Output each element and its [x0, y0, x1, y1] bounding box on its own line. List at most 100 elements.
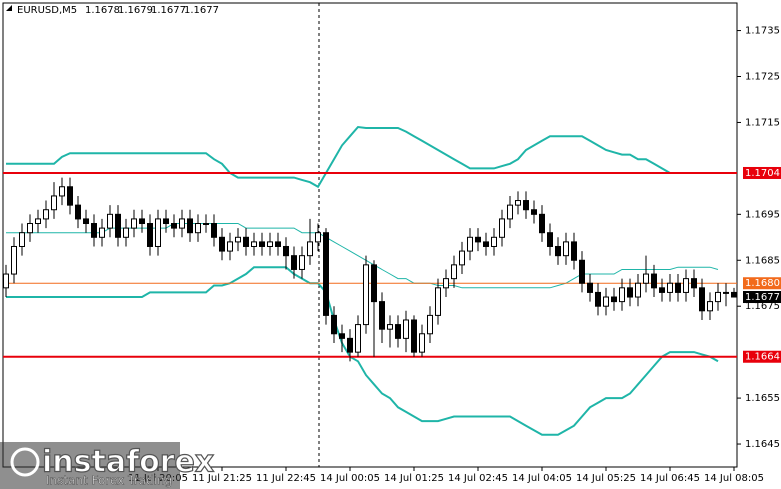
- candle-body: [115, 213, 121, 238]
- level-label: 1.1704: [745, 168, 780, 179]
- candle-body: [195, 223, 201, 234]
- candle-body: [99, 227, 105, 238]
- candle-body: [315, 232, 321, 243]
- candle-body: [19, 232, 25, 247]
- candle-body: [283, 245, 289, 257]
- y-tick-label: 1.1675: [745, 301, 780, 312]
- candle-body: [635, 282, 641, 298]
- candle-body: [651, 273, 657, 289]
- candle-body: [563, 241, 569, 257]
- candle-body: [531, 209, 537, 215]
- candle-body: [219, 236, 225, 252]
- candle-body: [227, 241, 233, 252]
- candle-body: [355, 324, 361, 353]
- candle-body: [427, 314, 433, 335]
- header-low: 1.1677: [151, 5, 186, 16]
- candle-body: [323, 232, 329, 316]
- y-tick-label: 1.1725: [745, 72, 780, 83]
- candle-body: [243, 236, 249, 247]
- header-open: 1.1678: [85, 5, 120, 16]
- y-tick-label: 1.1735: [745, 26, 780, 37]
- candle-body: [347, 337, 353, 353]
- candle-body: [291, 255, 297, 270]
- candle-body: [187, 218, 193, 234]
- candle-body: [259, 241, 265, 247]
- candle-body: [667, 282, 673, 293]
- candle-body: [163, 218, 169, 225]
- watermark-brand: instaforex: [42, 445, 214, 480]
- candle-body: [707, 301, 713, 312]
- candle-body: [451, 264, 457, 280]
- candle-body: [435, 287, 441, 316]
- candle-body: [723, 291, 729, 294]
- candle-body: [523, 200, 529, 211]
- candle-body: [67, 186, 73, 206]
- candle-body: [331, 314, 337, 335]
- band-line: [6, 266, 719, 436]
- candle-body: [339, 333, 345, 339]
- level-tag: [743, 277, 781, 290]
- candle-body: [539, 213, 545, 234]
- candle-body: [555, 245, 561, 257]
- candle-body: [91, 223, 97, 238]
- watermark-tagline: Instant Forex Trading: [46, 474, 172, 488]
- candle-body: [691, 278, 697, 289]
- candle-body: [307, 241, 313, 257]
- symbol: EURUSD,M5: [17, 5, 77, 16]
- x-tick-label: 14 Jul 05:25: [576, 473, 636, 484]
- candle-body: [147, 223, 153, 247]
- candle-body: [43, 209, 49, 220]
- candle-body: [507, 204, 513, 220]
- candle-body: [715, 291, 721, 303]
- candle-body: [467, 236, 473, 252]
- candle-body: [363, 264, 369, 326]
- x-tick-label: 14 Jul 02:45: [448, 473, 508, 484]
- x-tick-label: 14 Jul 08:05: [704, 473, 764, 484]
- candle-body: [171, 223, 177, 229]
- level-label: 1.1680: [745, 278, 780, 289]
- y-tick-label: 1.1715: [745, 117, 780, 128]
- candle-body: [139, 218, 145, 225]
- candle-body: [395, 324, 401, 339]
- x-tick-label: 14 Jul 00:05: [320, 473, 380, 484]
- x-tick-label: 11 Jul 21:25: [192, 473, 252, 484]
- watermark-icon: [10, 447, 40, 477]
- level-tag: [743, 350, 781, 363]
- band-line: [6, 125, 718, 189]
- candle-body: [683, 278, 689, 293]
- candle-body: [571, 241, 577, 261]
- candle-body: [611, 296, 617, 303]
- candle-body: [483, 241, 489, 247]
- candle-body: [491, 236, 497, 247]
- level-tag: [743, 166, 781, 179]
- watermark: instaforex Instant Forex Trading: [0, 442, 215, 489]
- candle-body: [499, 218, 505, 238]
- candle-body: [155, 218, 161, 247]
- candle-body: [579, 259, 585, 284]
- candle-body: [123, 227, 129, 238]
- y-tick-label: 1.1685: [745, 255, 780, 266]
- level-label: 1.1664: [745, 352, 780, 363]
- candle-body: [699, 287, 705, 312]
- candle-body: [251, 241, 257, 247]
- x-tick-label: 14 Jul 01:25: [384, 473, 444, 484]
- plot-frame: [2, 2, 738, 468]
- candle-body: [235, 236, 241, 243]
- y-tick-label: 1.1655: [745, 393, 780, 404]
- candle-body: [371, 264, 377, 303]
- candle-body: [211, 223, 217, 238]
- candle-body: [595, 291, 601, 307]
- x-tick-label: 14 Jul 04:05: [512, 473, 572, 484]
- candle-body: [299, 255, 305, 270]
- candle-body: [547, 232, 553, 247]
- candle-body: [59, 186, 65, 197]
- candle-body: [83, 218, 89, 225]
- candle-body: [419, 333, 425, 353]
- last-price-label: 1.1677: [745, 292, 780, 303]
- y-tick-label: 1.1645: [745, 439, 780, 450]
- candle-body: [35, 218, 41, 225]
- candle-body: [3, 273, 9, 289]
- candle-body: [379, 301, 385, 330]
